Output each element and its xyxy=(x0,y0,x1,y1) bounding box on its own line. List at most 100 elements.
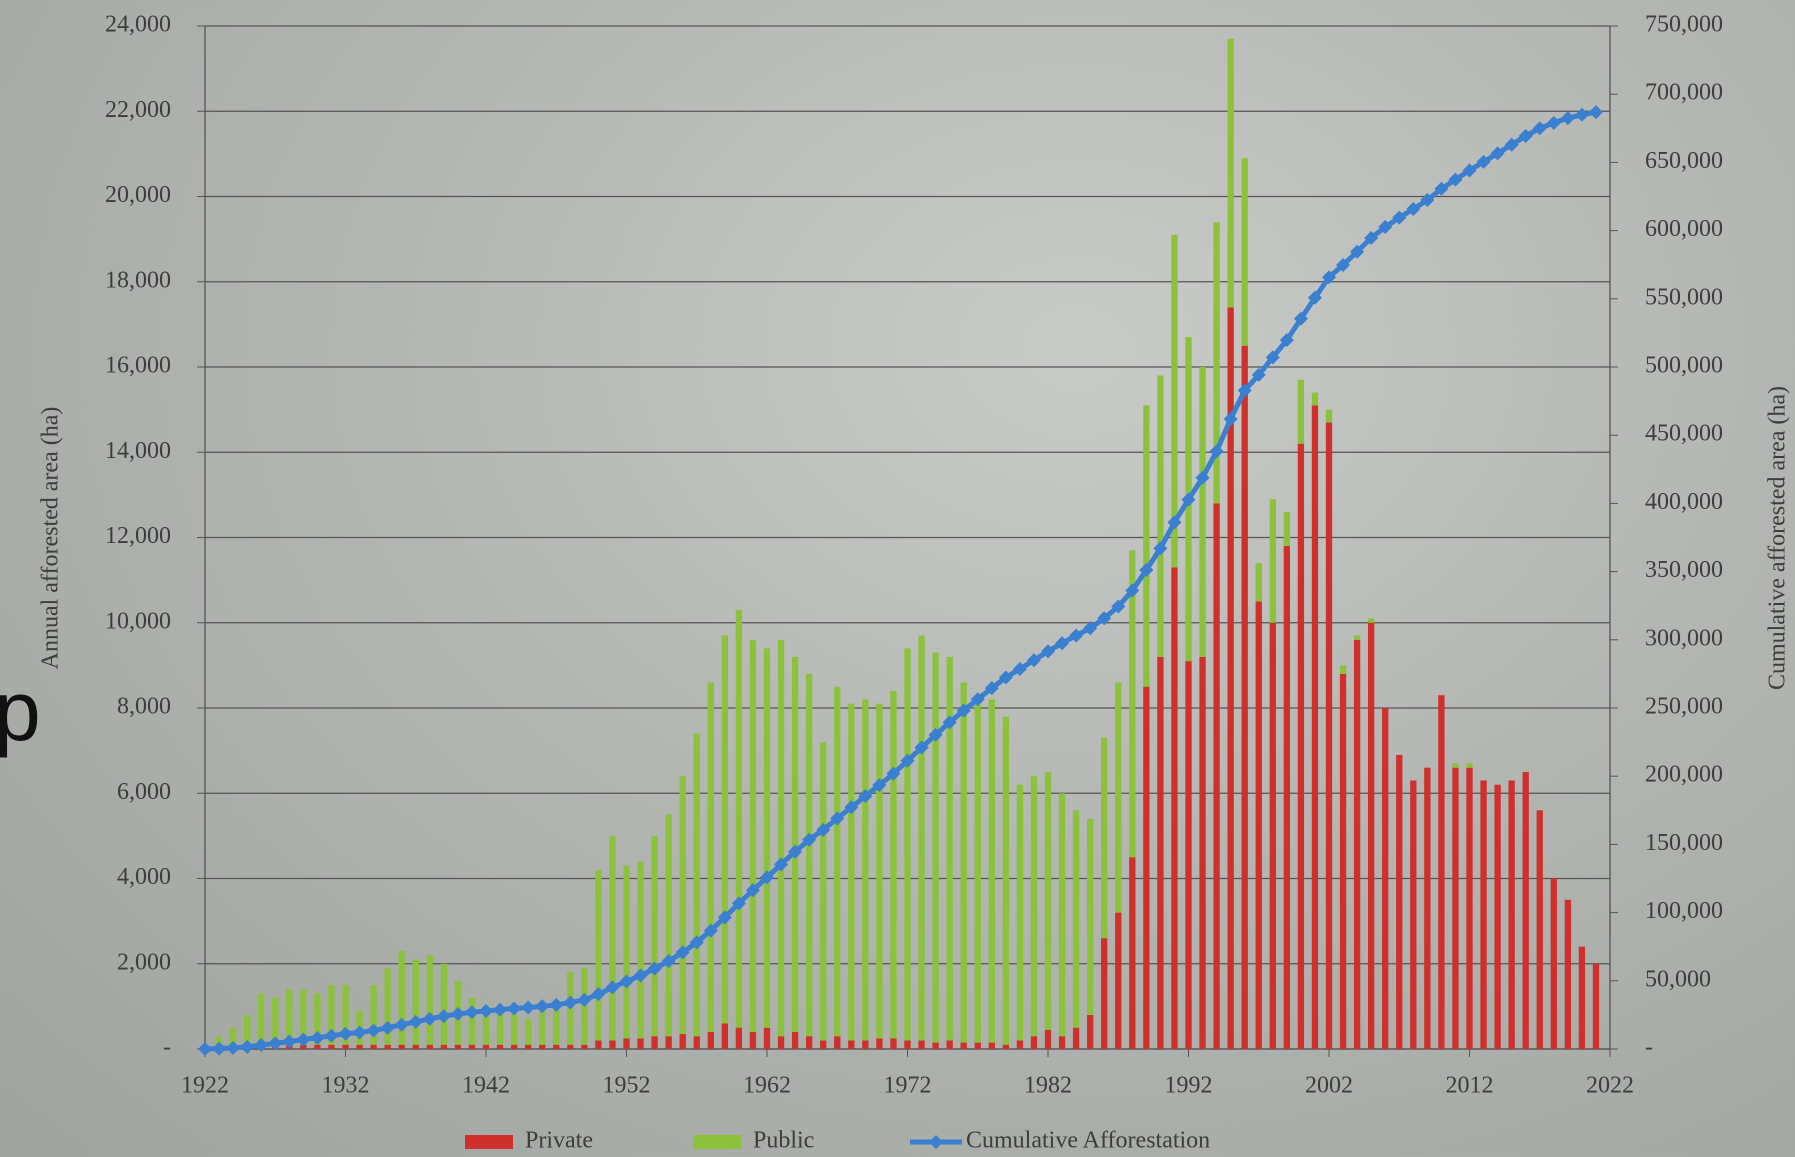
bar xyxy=(1157,656,1164,1049)
line-marker xyxy=(1406,202,1421,217)
bar xyxy=(1452,767,1459,1049)
bar xyxy=(1255,563,1262,602)
bar xyxy=(1072,1027,1080,1049)
line-marker xyxy=(1546,115,1561,130)
bar xyxy=(946,656,953,1041)
line-marker xyxy=(338,1026,353,1041)
bar xyxy=(1367,622,1375,1049)
line-marker xyxy=(1364,230,1379,245)
line-marker xyxy=(816,822,831,837)
line-marker xyxy=(774,857,789,872)
bar xyxy=(1494,784,1501,1049)
bar xyxy=(623,1038,630,1049)
bar xyxy=(890,1038,897,1049)
bar xyxy=(510,1044,518,1049)
bar xyxy=(679,776,686,1035)
bar xyxy=(300,1044,307,1049)
line-marker xyxy=(984,681,999,696)
bar xyxy=(848,703,855,1041)
bar xyxy=(988,699,995,1043)
bar xyxy=(426,955,433,1045)
line-marker xyxy=(310,1030,325,1045)
x-tick-label: 2012 xyxy=(1446,1073,1494,1099)
y-tick-label: 22,000 xyxy=(105,97,171,123)
line-marker xyxy=(479,1003,493,1018)
line-marker xyxy=(464,1005,479,1020)
x-tick-label: 1942 xyxy=(462,1073,510,1099)
y2-tick-label: 650,000 xyxy=(1645,148,1723,174)
bar xyxy=(1101,737,1108,939)
line-marker xyxy=(745,883,760,898)
bar xyxy=(918,1040,925,1049)
bar xyxy=(1199,367,1206,657)
bar xyxy=(651,1036,658,1049)
y-tick-label: 6,000 xyxy=(117,779,171,805)
line-marker xyxy=(956,703,971,718)
line-marker xyxy=(1490,146,1505,161)
bar xyxy=(876,703,883,1039)
line-marker xyxy=(1153,541,1168,556)
line-marker xyxy=(872,778,887,793)
bar xyxy=(539,1010,546,1045)
bar xyxy=(1086,1014,1094,1049)
line-marker xyxy=(240,1039,255,1054)
line-marker xyxy=(436,1009,451,1024)
line-marker xyxy=(1111,599,1126,614)
line-marker xyxy=(1434,181,1449,196)
bar xyxy=(468,1044,476,1049)
y2-tick-label: 700,000 xyxy=(1645,80,1723,106)
bar xyxy=(1283,511,1291,547)
bar xyxy=(1367,618,1375,623)
bar xyxy=(1227,38,1234,308)
bar xyxy=(693,1036,700,1049)
bar xyxy=(1311,392,1319,406)
x-tick-label: 2002 xyxy=(1305,1073,1353,1099)
bar xyxy=(398,950,405,1045)
line-marker xyxy=(507,1001,522,1016)
bar xyxy=(1508,780,1515,1049)
bar xyxy=(454,1044,462,1049)
line-marker xyxy=(1504,137,1519,152)
y-tick-label: 10,000 xyxy=(105,608,171,634)
y2-tick-label: 450,000 xyxy=(1645,421,1723,447)
bar xyxy=(904,1040,911,1049)
legend-swatch-marker xyxy=(929,1135,943,1149)
bar xyxy=(834,686,841,1037)
bar xyxy=(539,1044,546,1049)
bar xyxy=(398,1044,405,1049)
bar xyxy=(1269,499,1276,623)
bar xyxy=(468,997,476,1045)
bar xyxy=(1072,810,1080,1028)
bar xyxy=(1325,422,1333,1050)
bar xyxy=(693,733,700,1037)
line-marker xyxy=(1181,492,1196,507)
bar xyxy=(1058,1036,1066,1049)
line-marker xyxy=(591,987,606,1002)
line-marker xyxy=(1532,121,1547,136)
x-tick-label: 1972 xyxy=(884,1073,932,1099)
bar xyxy=(665,1036,672,1049)
bar xyxy=(1522,771,1529,1049)
line-marker xyxy=(1251,367,1266,382)
line-marker xyxy=(1012,661,1027,676)
x-tick-label: 1982 xyxy=(1024,1073,1072,1099)
bar xyxy=(1213,222,1220,504)
line-marker xyxy=(1237,383,1252,398)
line-marker xyxy=(900,753,915,768)
line-marker xyxy=(577,992,592,1007)
line-marker xyxy=(1350,244,1365,259)
bar xyxy=(1058,793,1066,1037)
bar xyxy=(595,869,602,1041)
line-marker xyxy=(760,870,774,885)
line-marker xyxy=(788,844,803,859)
bar xyxy=(721,635,729,1024)
bar xyxy=(1129,550,1136,858)
bar xyxy=(496,1006,504,1045)
x-tick-label: 1962 xyxy=(743,1073,791,1099)
bar xyxy=(988,1042,995,1049)
bar xyxy=(749,1031,757,1049)
bar xyxy=(876,1038,883,1049)
bar xyxy=(370,985,377,1045)
bar xyxy=(1550,878,1557,1049)
bar xyxy=(974,695,981,1043)
